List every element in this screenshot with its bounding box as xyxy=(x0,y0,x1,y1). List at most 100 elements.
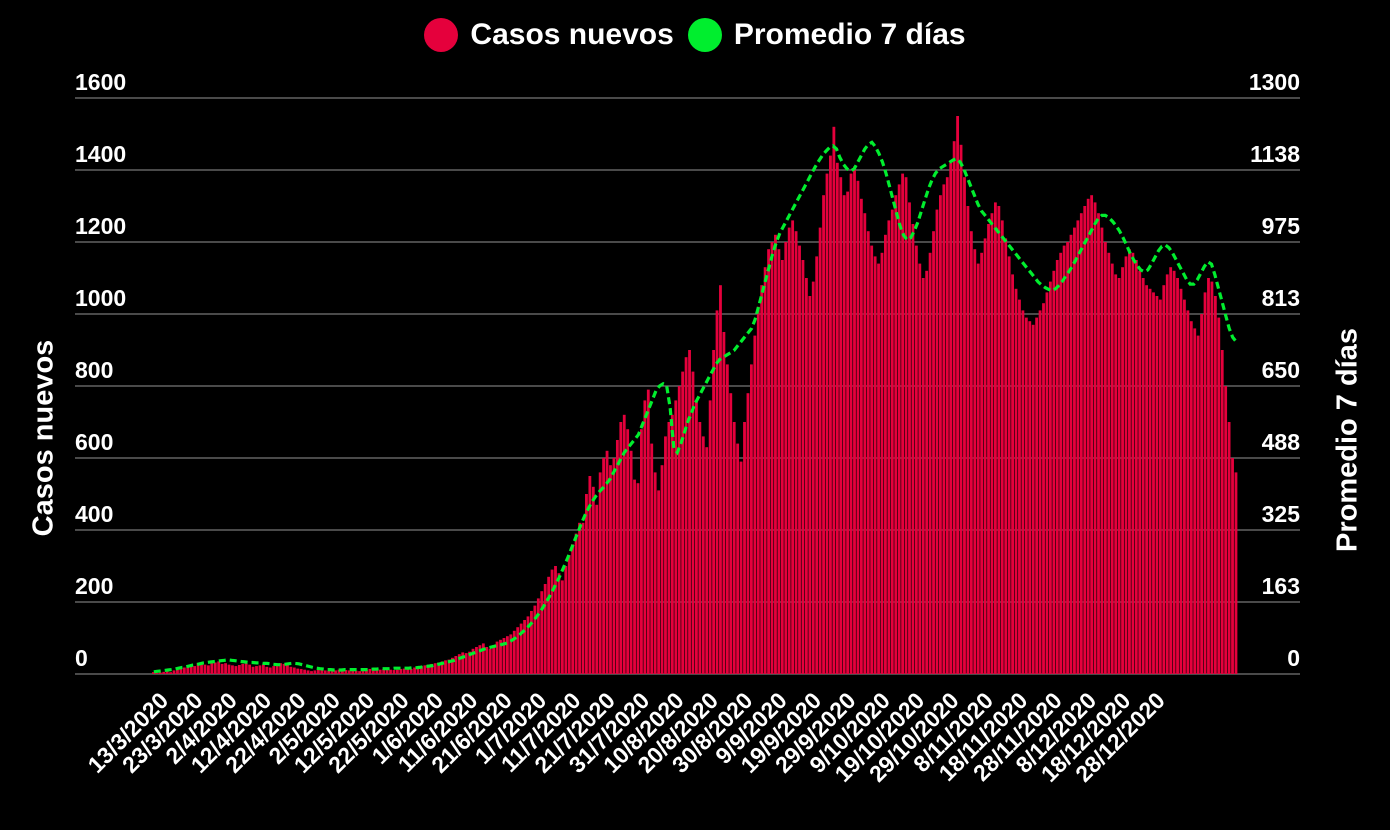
bar xyxy=(674,400,678,674)
bar xyxy=(1169,267,1173,674)
bar xyxy=(722,332,726,674)
bar xyxy=(523,620,526,674)
bar xyxy=(598,472,602,674)
bar xyxy=(1176,278,1179,674)
y-left-tick-label: 800 xyxy=(75,357,113,383)
bar xyxy=(320,670,324,674)
legend-dot-red-icon xyxy=(424,18,459,52)
bar xyxy=(313,670,317,674)
bar xyxy=(677,386,681,674)
bar xyxy=(629,450,633,674)
bar xyxy=(1145,285,1149,674)
bar xyxy=(1162,285,1166,674)
bar xyxy=(664,436,667,674)
bar xyxy=(196,663,200,674)
bar xyxy=(365,669,368,674)
bar xyxy=(1158,299,1162,674)
bar xyxy=(791,220,795,674)
bar xyxy=(392,670,396,674)
bar xyxy=(732,422,736,674)
bar xyxy=(299,668,303,674)
bar xyxy=(1227,422,1231,674)
bar xyxy=(1196,335,1200,674)
bar xyxy=(1231,458,1234,674)
y-left-tick-label: 1000 xyxy=(75,285,126,311)
bar xyxy=(1200,314,1204,674)
bar xyxy=(337,669,341,674)
bar xyxy=(609,465,612,674)
bar xyxy=(774,234,777,675)
bar xyxy=(1172,270,1176,674)
bar xyxy=(420,666,423,674)
bar xyxy=(1045,292,1049,674)
bar xyxy=(873,256,877,674)
bar xyxy=(1124,256,1128,674)
bar xyxy=(323,670,327,674)
bar xyxy=(787,227,791,674)
bar xyxy=(914,245,918,674)
bar xyxy=(1217,317,1221,674)
bar xyxy=(660,465,664,674)
bar xyxy=(554,566,557,674)
bar xyxy=(213,662,217,674)
bar xyxy=(581,522,585,674)
bar xyxy=(777,249,781,674)
bar xyxy=(1210,281,1214,674)
bar xyxy=(1114,274,1118,674)
bar xyxy=(894,195,898,674)
bar xyxy=(578,522,581,674)
bar xyxy=(619,422,623,674)
bar xyxy=(901,173,905,674)
bar xyxy=(217,661,221,674)
bar xyxy=(296,668,300,674)
bar xyxy=(158,672,162,674)
bar xyxy=(588,476,592,674)
bar xyxy=(904,177,908,674)
bar xyxy=(341,670,344,674)
bar xyxy=(990,213,994,674)
bar xyxy=(695,400,698,674)
bar xyxy=(327,670,331,674)
bar xyxy=(536,598,540,674)
bar xyxy=(1028,321,1032,674)
bar xyxy=(203,664,207,674)
bar xyxy=(719,285,722,674)
bar xyxy=(1042,303,1045,674)
y-right-tick-label: 975 xyxy=(1262,213,1301,239)
bar xyxy=(945,177,949,674)
legend-item-casos-nuevos[interactable]: Casos nuevos xyxy=(424,18,674,52)
bar xyxy=(530,611,533,674)
bar xyxy=(505,636,509,674)
bar xyxy=(770,242,774,674)
bar xyxy=(244,663,248,674)
bar xyxy=(1148,288,1152,674)
legend-item-promedio-7-dias[interactable]: Promedio 7 días xyxy=(687,18,966,52)
bar xyxy=(952,141,956,674)
y-left-tick-labels: 0 200 400 600 800 1000 1200 1400 1600 xyxy=(75,69,126,671)
bar xyxy=(585,494,588,674)
bar xyxy=(1107,252,1111,675)
bar xyxy=(842,195,846,674)
legend-label: Promedio 7 días xyxy=(733,18,966,51)
y-left-tick-label: 1400 xyxy=(75,141,126,167)
bar xyxy=(457,654,461,674)
bar xyxy=(231,665,234,674)
bar xyxy=(206,665,210,674)
bar xyxy=(612,458,616,674)
bar xyxy=(1138,270,1142,674)
bar xyxy=(1076,220,1080,674)
bar xyxy=(1183,299,1186,674)
bar xyxy=(976,263,980,674)
bar xyxy=(540,591,544,674)
bar xyxy=(866,231,870,674)
bar xyxy=(715,310,719,674)
bar xyxy=(1090,195,1094,674)
bar xyxy=(193,666,197,674)
bar xyxy=(729,393,733,674)
bar xyxy=(681,371,685,674)
bar xyxy=(853,166,856,674)
bar xyxy=(275,665,279,674)
bar xyxy=(1203,292,1207,674)
bar xyxy=(251,666,255,674)
bar xyxy=(385,669,389,674)
